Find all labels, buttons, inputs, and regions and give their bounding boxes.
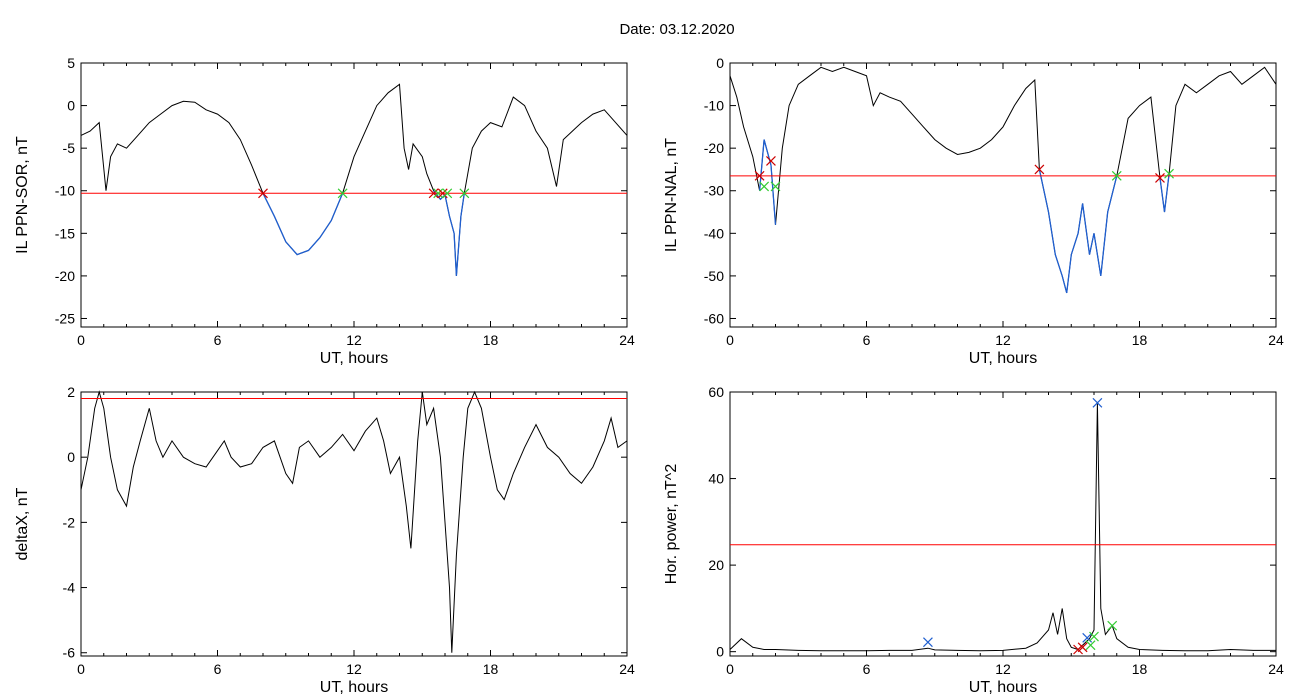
highlight-segment: [758, 139, 777, 225]
event-marker-end: [1089, 631, 1099, 642]
x-tick-label: 24: [1268, 332, 1284, 348]
y-tick-label: 40: [708, 471, 724, 487]
highlight-segment: [1038, 169, 1118, 294]
x-axis-label: UT, hours: [969, 350, 1037, 367]
x-axis-label: UT, hours: [320, 679, 388, 696]
event-marker-start: [754, 170, 765, 181]
event-marker-peak: [923, 637, 933, 648]
x-tick-label: 6: [863, 332, 871, 348]
data-line-series-1: [80, 390, 628, 653]
data-line-series-1: [80, 83, 628, 276]
event-marker-end: [442, 188, 453, 199]
y-tick-label: -10: [55, 183, 75, 199]
event-marker-end: [1085, 640, 1096, 651]
event-marker-peak: [1092, 397, 1103, 408]
event-marker-end: [770, 181, 781, 192]
x-tick-label: 6: [214, 332, 222, 348]
y-tick-label: 0: [716, 55, 724, 71]
event-marker-start: [766, 156, 776, 166]
x-tick-label: 0: [77, 332, 85, 348]
x-tick-label: 12: [346, 661, 362, 677]
x-tick-label: 18: [1132, 332, 1148, 348]
event-marker-start: [1034, 164, 1045, 175]
y-axis-label: IL PPN-NAL, nT: [663, 138, 680, 252]
y-axis-label: Hor. power, nT^2: [663, 464, 680, 585]
y-tick-label: 5: [67, 55, 75, 71]
y-tick-label: -5: [63, 140, 76, 156]
y-tick-label: 20: [708, 557, 724, 573]
chart-panel-4: 0 6 12 18 24 0 20 40 60 UT, hours Hor. power, nT^2: [663, 384, 1284, 696]
y-tick-label: -25: [55, 310, 75, 326]
event-marker-start: [1155, 173, 1165, 183]
y-axis-label: deltaX, nT: [14, 487, 31, 560]
x-axis-label: UT, hours: [320, 350, 388, 367]
chart-panel-2: 0 6 12 18 24 0 -10 -20 -30 -40 -50 -60 UT, hours IL P…: [663, 55, 1284, 367]
y-tick-label: -15: [55, 225, 75, 241]
y-tick-label: -4: [63, 580, 76, 596]
y-tick-label: -2: [63, 514, 76, 530]
y-tick-label: -6: [63, 645, 76, 661]
x-tick-label: 24: [1268, 661, 1284, 677]
x-tick-label: 18: [483, 661, 499, 677]
x-tick-label: 0: [726, 661, 734, 677]
y-tick-label: 0: [716, 644, 724, 660]
chart-panel-3: 0 6 12 18 24 2 0 -2 -4 -6 UT, hours deltaX, nT: [14, 384, 635, 696]
date-label: Date: 03.12.2020: [619, 21, 734, 38]
y-tick-label: 0: [67, 98, 75, 114]
event-marker-end: [1111, 170, 1122, 181]
y-tick-label: -60: [704, 310, 724, 326]
x-tick-label: 12: [995, 332, 1011, 348]
x-tick-label: 12: [995, 661, 1011, 677]
event-marker-end: [459, 188, 470, 199]
x-tick-label: 0: [77, 661, 85, 677]
x-tick-label: 6: [863, 661, 871, 677]
event-marker-end: [759, 181, 770, 192]
event-marker-end: [1164, 168, 1174, 179]
y-tick-label: 0: [67, 449, 75, 465]
x-tick-label: 24: [619, 661, 635, 677]
x-axis-label: UT, hours: [969, 679, 1037, 696]
event-marker-end: [433, 188, 444, 199]
y-tick-label: -30: [704, 183, 724, 199]
x-tick-label: 18: [483, 332, 499, 348]
event-marker-end: [337, 188, 348, 199]
y-tick-label: -40: [704, 225, 724, 241]
x-tick-label: 12: [346, 332, 362, 348]
x-tick-label: 18: [1132, 661, 1148, 677]
event-marker-start: [437, 188, 448, 199]
x-tick-label: 24: [619, 332, 635, 348]
y-axis-label: IL PPN-SOR, nT: [14, 136, 31, 254]
event-marker-start: [428, 188, 439, 199]
y-tick-label: -50: [704, 268, 724, 284]
chart-panel-1: 0 6 12 18 24 5 0 -5 -10 -15 -20 -25 UT, hours IL PPN-…: [14, 55, 635, 367]
highlight-segment: [433, 190, 465, 276]
y-tick-label: 2: [67, 384, 75, 400]
y-tick-label: -20: [704, 140, 724, 156]
highlight-segment: [262, 193, 344, 256]
x-tick-label: 0: [726, 332, 734, 348]
y-tick-label: -20: [55, 268, 75, 284]
highlight-segment: [1159, 173, 1170, 213]
y-tick-label: -10: [704, 98, 724, 114]
event-marker-start: [1077, 642, 1088, 653]
event-marker-start: [258, 188, 268, 199]
data-line-series-1: [729, 402, 1276, 652]
y-tick-label: 60: [708, 384, 724, 400]
event-marker-end: [1107, 620, 1118, 631]
x-tick-label: 6: [214, 661, 222, 677]
